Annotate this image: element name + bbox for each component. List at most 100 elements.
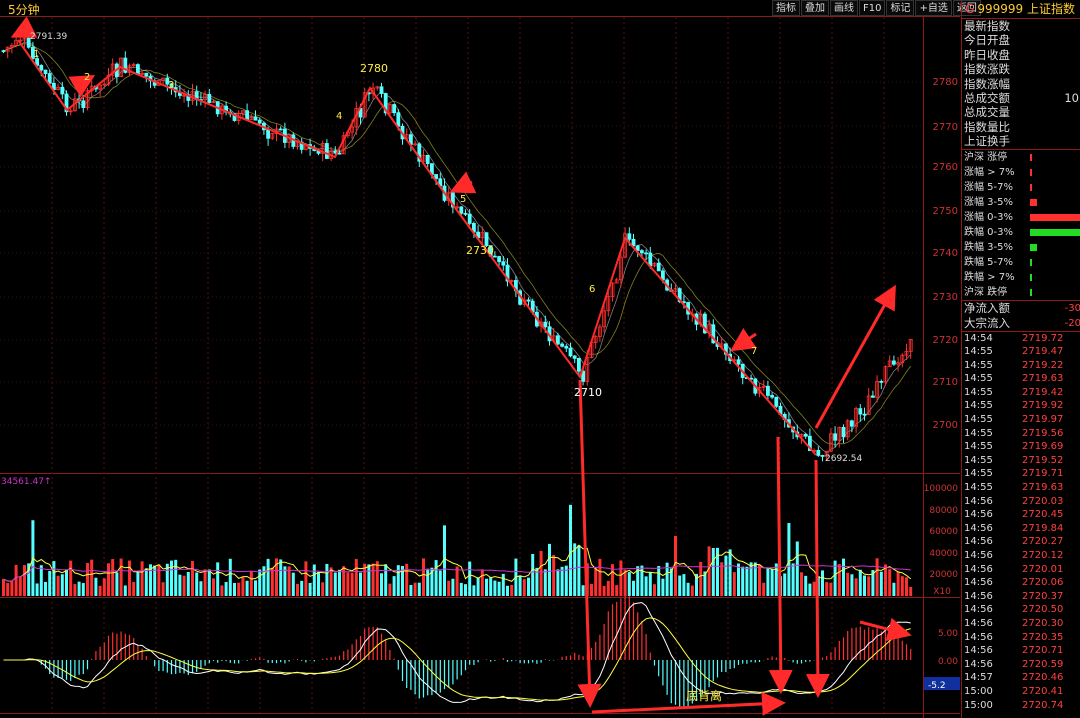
tick-time: 14:56 [964,604,993,616]
trend-arrow [10,16,38,38]
volume-bar [619,560,623,596]
tick-time: 15:00 [964,685,993,697]
volume-bar [224,581,228,596]
volume-bar [791,563,795,596]
candle-body [337,152,342,155]
stat-value: 10 [1064,90,1079,105]
volume-bar [115,572,119,596]
indicator-badge: G [965,2,975,16]
breadth-bar [1030,198,1037,206]
candle-body [610,282,615,297]
market-breadth-block: 沪深 涨停 涨幅 > 7% 涨幅 5-7% 涨幅 3-5% 涨幅 0-3% 跌幅 0-3%… [962,150,1080,300]
candle-body [497,256,502,263]
tick-time: 14:55 [964,373,993,385]
candle-body [543,321,548,328]
volume-bar [854,578,858,596]
volume-bar [665,562,669,596]
tick-price: 2720.59 [1022,658,1064,670]
candle-body [560,343,564,347]
volume-bar [581,585,585,596]
candle-body [871,395,875,398]
tick-row: 14:55 2719.63 [962,372,1080,386]
volume-bar [300,580,304,596]
candle-body [484,232,489,246]
volume-bar [443,525,446,596]
toolbar-draw-button[interactable]: 画线 [830,0,858,16]
candle-body [539,321,543,327]
volume-average-line [3,544,912,582]
candle-body [417,143,422,162]
candle-body [875,380,879,398]
tick-row: 14:56 2720.06 [962,576,1080,590]
volume-bar [548,543,551,596]
candle-body [278,128,283,131]
candle-body [467,213,472,224]
divergence-arrow-low [577,379,602,708]
volume-bar [812,581,816,596]
volume-bar [413,582,417,596]
volume-bar [611,564,614,596]
stat-row: 指数涨幅 [962,77,1080,91]
candle-body [606,296,611,312]
volume-bar [825,582,829,596]
toolbar-f10-button[interactable]: F10 [859,0,886,16]
toolbar-mark-button[interactable]: 标记 [886,0,915,16]
tick-list[interactable]: 14:54 2719.72 14:55 2719.47 14:55 2719.22 14:5… [962,332,1080,713]
candle-body [808,435,812,452]
breadth-label: 沪深 涨停 [964,151,1008,163]
tick-time: 14:55 [964,468,993,480]
kline-chart-area[interactable]: 2780 2770 2760 2750 2740 2730 2720 2710 … [0,0,960,718]
tick-time: 14:56 [964,590,993,602]
trend-arrow [730,328,757,352]
volume-bar [892,582,896,596]
tick-time: 14:56 [964,563,993,575]
candle-body [14,39,19,46]
flow-label: 净流入额 [964,300,1010,315]
tick-price: 2719.63 [1022,373,1064,385]
quote-side-panel: G 999999 上证指数 最新指数 今日开盘 昨日收盘 指数涨跌 指数涨幅 总成交额 10 总… [961,0,1080,718]
candle-body [47,73,52,84]
candle-body [816,449,821,456]
candle-body [883,366,888,383]
candle-body [110,63,115,76]
volume-bar [312,564,316,596]
toolbar-back-button[interactable]: 返回 [952,0,981,16]
volume-bar [86,563,89,596]
volume-bar [228,558,232,596]
volume-bar [821,570,824,596]
volume-bar [140,561,144,596]
candle-body [257,119,262,124]
volume-bar [325,563,329,596]
volume-bar [18,576,22,596]
tick-row: 14:55 2719.22 [962,359,1080,373]
candle-body [602,310,606,328]
volume-bar [212,578,215,596]
candle-body [526,299,531,302]
candle-body [127,65,132,73]
volume-bar [745,566,749,596]
volume-bar [447,580,451,596]
candle-body [98,84,102,90]
volume-bar [44,581,47,596]
toolbar-indicator-button[interactable]: 指标 [772,0,800,16]
volume-bar [703,571,707,596]
volume-bar [6,583,10,596]
tick-price: 2720.35 [1022,631,1064,643]
volume-bar [497,581,501,596]
volume-bar [262,566,266,596]
toolbar-add-watchlist-button[interactable]: +自选 [915,0,952,16]
stat-label: 指数量比 [964,119,1010,134]
volume-bar [774,563,778,596]
candle-body [858,408,863,415]
tick-price: 2719.56 [1022,427,1064,439]
volume-bar [527,577,530,596]
volume-bar [249,571,253,596]
candle-body [896,362,900,365]
chart-period-title[interactable]: 5分钟 [8,3,40,17]
volume-average-line [3,564,911,582]
volume-bar [724,555,728,596]
volume-bar [94,577,98,596]
toolbar-overlay-button[interactable]: 叠加 [801,0,829,16]
candle-body [627,233,632,240]
candle-body [736,359,741,365]
